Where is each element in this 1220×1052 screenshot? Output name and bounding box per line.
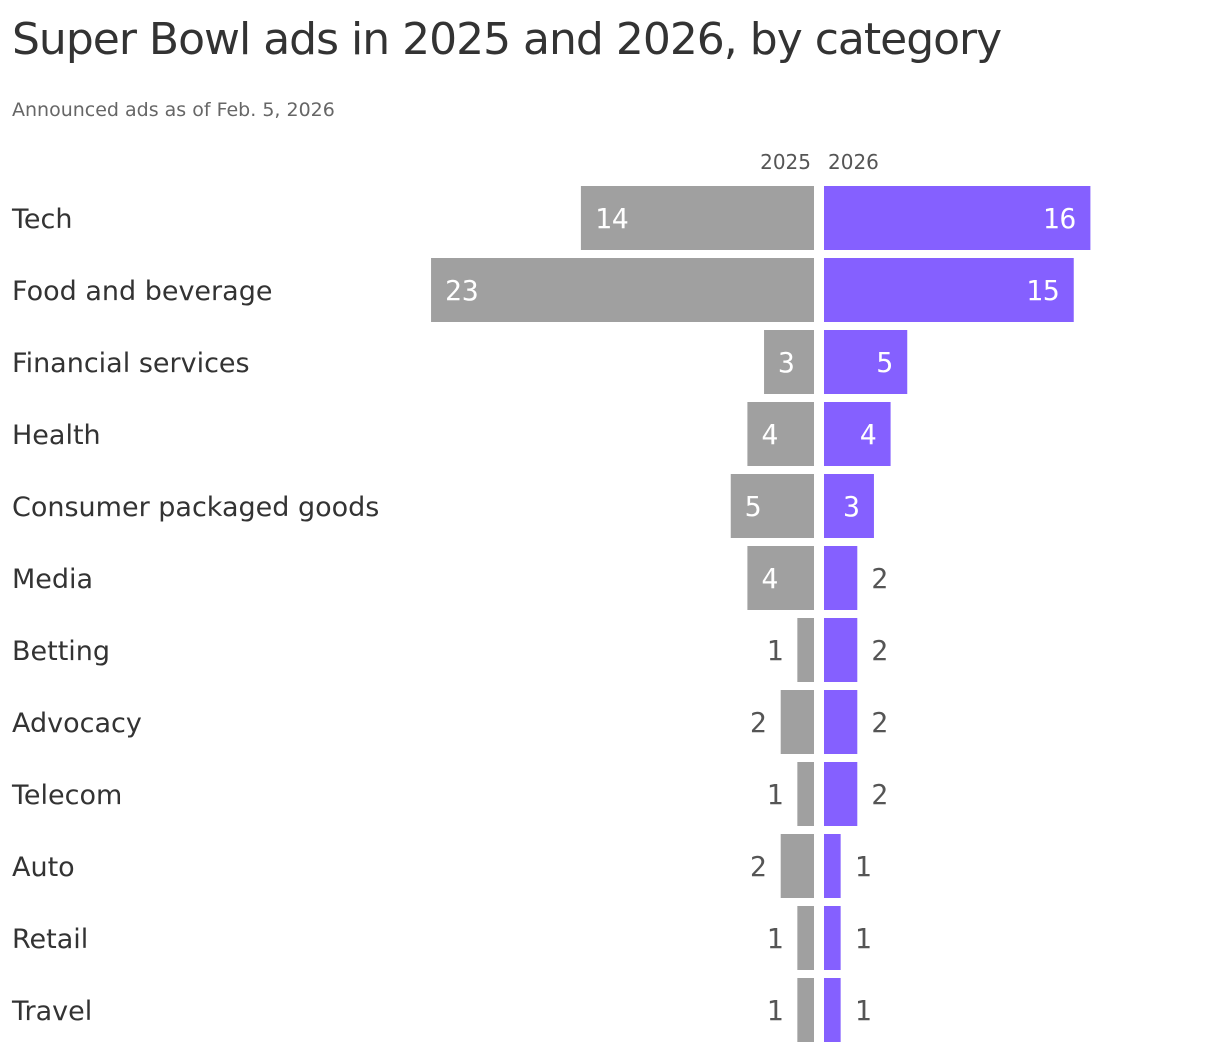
bar-2026 [824,474,874,538]
bar-2025 [764,330,814,394]
bar-2025 [431,258,814,322]
value-label-2025: 1 [766,922,783,955]
value-label-2026: 2 [871,778,888,811]
bar-2026 [824,186,1091,250]
value-label-2026: 2 [871,562,888,595]
bar-2025 [580,186,814,250]
value-label-2026: 2 [871,634,888,667]
value-label-2026: 4 [860,418,877,451]
value-label-2026: 15 [1026,274,1060,307]
series-header-2025: 2025 [760,150,811,174]
bar-2026 [824,330,908,394]
bar-2025 [730,474,814,538]
bar-2025 [747,402,814,466]
bar-2026 [824,690,858,754]
value-label-2025: 2 [750,706,767,739]
value-label-2026: 16 [1043,202,1077,235]
value-label-2026: 1 [855,850,872,883]
value-label-2025: 4 [761,418,778,451]
category-label: Consumer packaged goods [12,492,379,523]
value-label-2025: 4 [761,562,778,595]
category-label: Retail [12,924,88,955]
value-label-2026: 1 [855,994,872,1027]
chart-subtitle: Announced ads as of Feb. 5, 2026 [12,99,335,121]
bar-2025 [747,546,814,610]
bar-2026 [824,402,891,466]
value-label-2026: 5 [876,346,893,379]
bar-2025 [780,834,814,898]
bar-2025 [797,978,814,1042]
category-label: Media [12,564,93,595]
value-label-2026: 2 [871,706,888,739]
value-label-2026: 3 [843,490,860,523]
bar-2026 [824,834,841,898]
bar-2026 [824,258,1074,322]
category-label: Travel [11,996,92,1027]
bar-2026 [824,762,858,826]
bar-2025 [780,690,814,754]
value-label-2025: 5 [745,490,762,523]
chart-title: Super Bowl ads in 2025 and 2026, by cate… [12,14,1002,65]
value-label-2025: 1 [766,994,783,1027]
value-label-2025: 1 [766,634,783,667]
value-label-2026: 1 [855,922,872,955]
bar-2026 [824,978,841,1042]
bar-2025 [797,618,814,682]
category-label: Auto [12,852,75,883]
bar-2025 [797,906,814,970]
bar-2026 [824,546,858,610]
category-label: Food and beverage [12,276,272,307]
category-label: Health [12,420,101,451]
bar-2026 [824,906,841,970]
value-label-2025: 3 [778,346,795,379]
value-label-2025: 23 [445,274,479,307]
bar-2025 [797,762,814,826]
category-label: Betting [12,636,110,667]
category-label: Financial services [12,348,250,379]
series-header-2026: 2026 [828,150,879,174]
category-label: Tech [11,204,72,235]
category-label: Advocacy [12,708,142,739]
value-label-2025: 2 [750,850,767,883]
value-label-2025: 1 [766,778,783,811]
bar-2026 [824,618,858,682]
category-label: Telecom [11,780,122,811]
value-label-2025: 14 [595,202,629,235]
